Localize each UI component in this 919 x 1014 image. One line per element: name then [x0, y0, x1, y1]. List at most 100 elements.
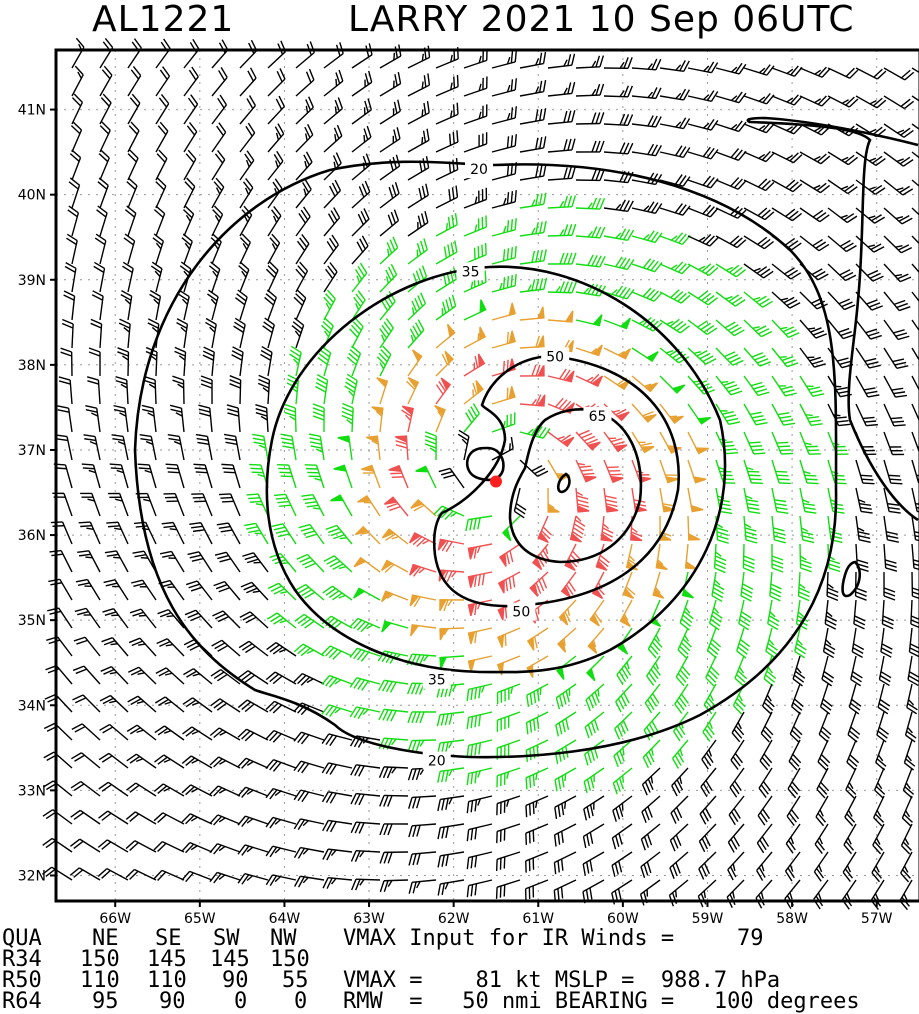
wind-barb — [237, 757, 269, 769]
wind-barb — [265, 759, 297, 772]
wind-barb — [771, 459, 791, 485]
wind-barb — [706, 627, 722, 659]
wind-barb — [379, 209, 400, 237]
wind-barb — [899, 879, 913, 911]
wind-barb — [586, 655, 605, 682]
wind-barb — [183, 668, 213, 685]
wind-barb — [769, 571, 782, 602]
wind-barb — [659, 174, 691, 187]
table-header-qua: QUA — [2, 926, 42, 951]
table-cell: 0 — [294, 989, 308, 1014]
wind-barb — [125, 868, 157, 881]
wind-barb — [771, 319, 800, 339]
wind-barb — [407, 265, 428, 293]
wind-barb — [659, 117, 691, 130]
wind-barb — [463, 353, 486, 377]
wind-barb — [351, 290, 366, 321]
wind-barb — [519, 425, 551, 439]
lat-tick-label: 34N — [18, 698, 46, 714]
wind-barb — [128, 637, 157, 657]
wind-barb — [96, 205, 108, 237]
wind-barb — [435, 130, 459, 153]
wind-barb — [701, 739, 717, 770]
wind-barb — [407, 767, 437, 781]
wind-barb — [883, 123, 914, 138]
wind-barb — [575, 169, 605, 182]
wind-barb — [698, 823, 717, 853]
contour-label-bg — [541, 347, 570, 366]
wind-barb — [48, 578, 73, 601]
wind-barb — [266, 642, 297, 657]
wind-barb — [575, 373, 604, 387]
storm-center-marker — [489, 475, 502, 488]
wind-barb — [613, 739, 633, 767]
wind-barb — [322, 819, 353, 833]
wind-barb — [659, 145, 691, 159]
wind-barb — [491, 190, 517, 209]
wind-barb — [684, 543, 698, 570]
wind-barb — [98, 810, 129, 825]
wind-barb — [631, 287, 663, 302]
wind-barb — [799, 431, 821, 455]
wind-barb — [726, 879, 745, 908]
wind-barb — [900, 851, 913, 883]
wind-barb — [330, 494, 353, 517]
wind-barb — [519, 364, 545, 377]
wind-barb — [855, 207, 885, 224]
wind-barb — [323, 555, 353, 573]
wind-barb — [98, 781, 129, 797]
wind-barb — [519, 249, 547, 265]
wind-barb — [60, 347, 73, 377]
wind-barb — [699, 795, 717, 825]
contour-65 — [508, 408, 643, 564]
wind-barb — [265, 874, 297, 887]
wind-barb — [789, 711, 803, 743]
wind-barb — [381, 559, 409, 573]
wind-barb — [139, 434, 157, 461]
wind-barb — [98, 149, 110, 181]
wind-barb — [911, 123, 919, 130]
wind-barb — [738, 599, 752, 631]
wind-barb — [799, 66, 831, 78]
storm-title: LARRY 2021 10 Sep 06UTC — [348, 0, 855, 40]
wind-barb — [670, 795, 689, 824]
contour-small-eye — [556, 472, 571, 494]
wind-barb — [103, 579, 129, 601]
wind-map: 20 35 50 65 50 35 20 41N 40N 39N 38N 37N 36N 35N 34N 3… — [18, 37, 919, 926]
lon-tick-label: 62W — [438, 911, 470, 926]
wind-barb — [911, 347, 919, 361]
wind-barb — [351, 125, 372, 153]
lat-tick-label: 32N — [18, 868, 46, 884]
wind-barb — [169, 404, 185, 433]
wind-barb — [293, 289, 307, 321]
wind-barb — [641, 767, 661, 796]
wind-barb — [379, 154, 401, 181]
wind-barb — [45, 665, 73, 685]
wind-barb — [257, 374, 271, 405]
wind-barb — [715, 375, 743, 396]
wind-barb — [491, 78, 518, 97]
wind-barb — [376, 345, 392, 377]
wind-barb — [295, 96, 315, 125]
wind-barb — [687, 487, 704, 513]
wind-barb — [848, 683, 862, 715]
wind-barb — [788, 739, 802, 771]
wind-barb — [265, 845, 297, 858]
wind-barb — [659, 403, 684, 424]
wind-barb — [519, 277, 548, 293]
wind-barb — [237, 699, 269, 713]
wind-barb — [883, 571, 896, 601]
wind-barb — [153, 783, 185, 797]
wind-barb — [827, 403, 851, 427]
wind-barb — [463, 48, 488, 69]
wind-barb — [351, 43, 373, 69]
wind-barb — [211, 39, 229, 69]
wind-barb — [883, 179, 914, 196]
wind-barb — [797, 571, 811, 602]
wind-barb — [346, 345, 362, 377]
wind-barb — [463, 380, 484, 405]
wind-barb — [771, 431, 794, 455]
wind-barb — [575, 344, 603, 357]
wind-barb — [715, 148, 747, 161]
wind-barb — [383, 496, 409, 517]
